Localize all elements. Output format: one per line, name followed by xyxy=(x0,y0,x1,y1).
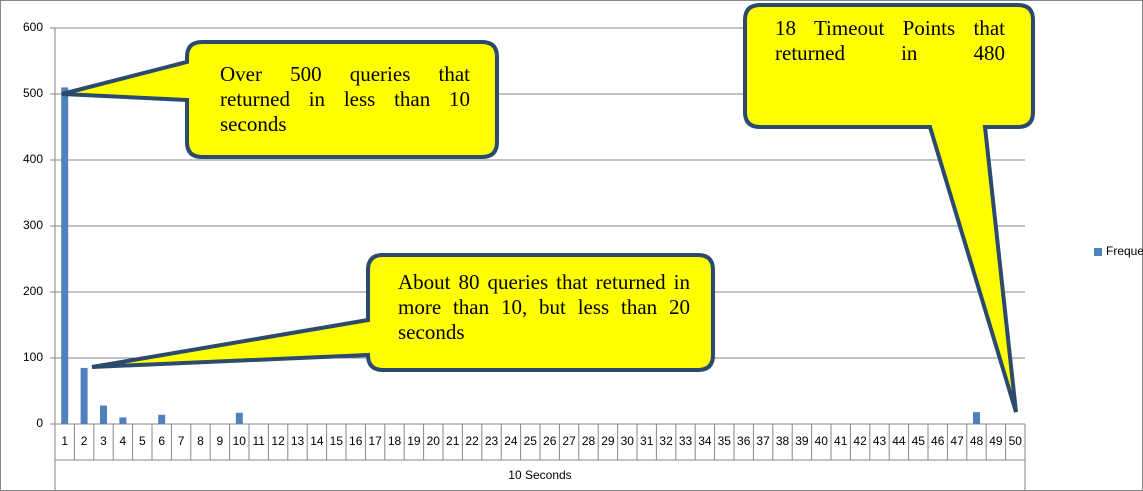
x-tick-label: 38 xyxy=(776,434,790,448)
x-tick-label: 37 xyxy=(756,434,770,448)
x-tick-label: 15 xyxy=(330,434,344,448)
y-tick-label: 100 xyxy=(23,350,43,364)
annotation: About 80 queries that returned in more t… xyxy=(398,270,690,344)
callout xyxy=(61,40,499,159)
x-tick-label: 40 xyxy=(815,434,829,448)
x-tick-label: 3 xyxy=(100,434,107,448)
x-tick-label: 49 xyxy=(989,434,1003,448)
x-tick-label: 34 xyxy=(698,434,712,448)
y-tick-label: 300 xyxy=(23,218,43,232)
x-tick-label: 20 xyxy=(427,434,441,448)
x-tick-label: 1 xyxy=(61,434,68,448)
x-tick-label: 18 xyxy=(388,434,402,448)
x-tick-label: 13 xyxy=(291,434,305,448)
bar xyxy=(119,417,127,424)
x-tick-label: 25 xyxy=(524,434,538,448)
x-tick-label: 43 xyxy=(873,434,887,448)
x-tick-label: 30 xyxy=(621,434,635,448)
x-tick-label: 16 xyxy=(349,434,363,448)
x-tick-label: 9 xyxy=(217,434,224,448)
x-tick-label: 8 xyxy=(197,434,204,448)
x-tick-label: 44 xyxy=(892,434,906,448)
callout xyxy=(743,3,1035,413)
bar xyxy=(973,412,980,424)
x-tick-label: 7 xyxy=(178,434,185,448)
x-tick-label: 24 xyxy=(504,434,518,448)
x-tick-label: 46 xyxy=(931,434,945,448)
x-tick-label: 33 xyxy=(679,434,693,448)
bar xyxy=(61,87,69,425)
x-tick-label: 2 xyxy=(81,434,88,448)
x-tick-label: 39 xyxy=(795,434,809,448)
x-tick-label: 45 xyxy=(912,434,926,448)
bar xyxy=(100,405,107,424)
x-tick-label: 21 xyxy=(446,434,460,448)
x-tick-label: 4 xyxy=(120,434,127,448)
x-tick-label: 10 xyxy=(233,434,247,448)
x-tick-label: 5 xyxy=(139,434,146,448)
x-tick-label: 31 xyxy=(640,434,654,448)
x-tick-label: 32 xyxy=(659,434,673,448)
bar xyxy=(235,412,243,424)
x-axis-label: 10 Seconds xyxy=(508,468,571,482)
x-tick-label: 19 xyxy=(407,434,421,448)
bar xyxy=(80,367,88,424)
y-tick-label: 200 xyxy=(23,284,43,298)
x-tick-label: 41 xyxy=(834,434,848,448)
x-tick-label: 17 xyxy=(368,434,382,448)
x-tick-label: 35 xyxy=(718,434,732,448)
bar xyxy=(158,414,166,424)
x-tick-label: 29 xyxy=(601,434,615,448)
x-tick-label: 6 xyxy=(158,434,165,448)
x-tick-label: 14 xyxy=(310,434,324,448)
x-tick-label: 11 xyxy=(252,434,265,448)
y-tick-label: 600 xyxy=(23,20,43,34)
annotation: 18 Timeout Points that returned in 480 xyxy=(775,16,1005,65)
x-tick-label: 50 xyxy=(1009,434,1023,448)
y-tick-label: 400 xyxy=(23,152,43,166)
x-tick-label: 42 xyxy=(853,434,867,448)
x-tick-label: 23 xyxy=(485,434,499,448)
x-tick-label: 48 xyxy=(970,434,984,448)
x-tick-label: 28 xyxy=(582,434,596,448)
legend-label: Frequency xyxy=(1106,244,1143,258)
x-tick-label: 27 xyxy=(562,434,576,448)
x-tick-label: 47 xyxy=(950,434,964,448)
y-tick-label: 500 xyxy=(23,86,43,100)
x-tick-label: 26 xyxy=(543,434,557,448)
legend-swatch xyxy=(1094,248,1102,256)
annotation: Over 500 queries that returned in less t… xyxy=(220,62,470,136)
x-tick-label: 22 xyxy=(465,434,479,448)
y-tick-label: 0 xyxy=(36,416,43,430)
x-tick-label: 36 xyxy=(737,434,751,448)
x-tick-label: 12 xyxy=(271,434,285,448)
callout xyxy=(91,253,715,372)
